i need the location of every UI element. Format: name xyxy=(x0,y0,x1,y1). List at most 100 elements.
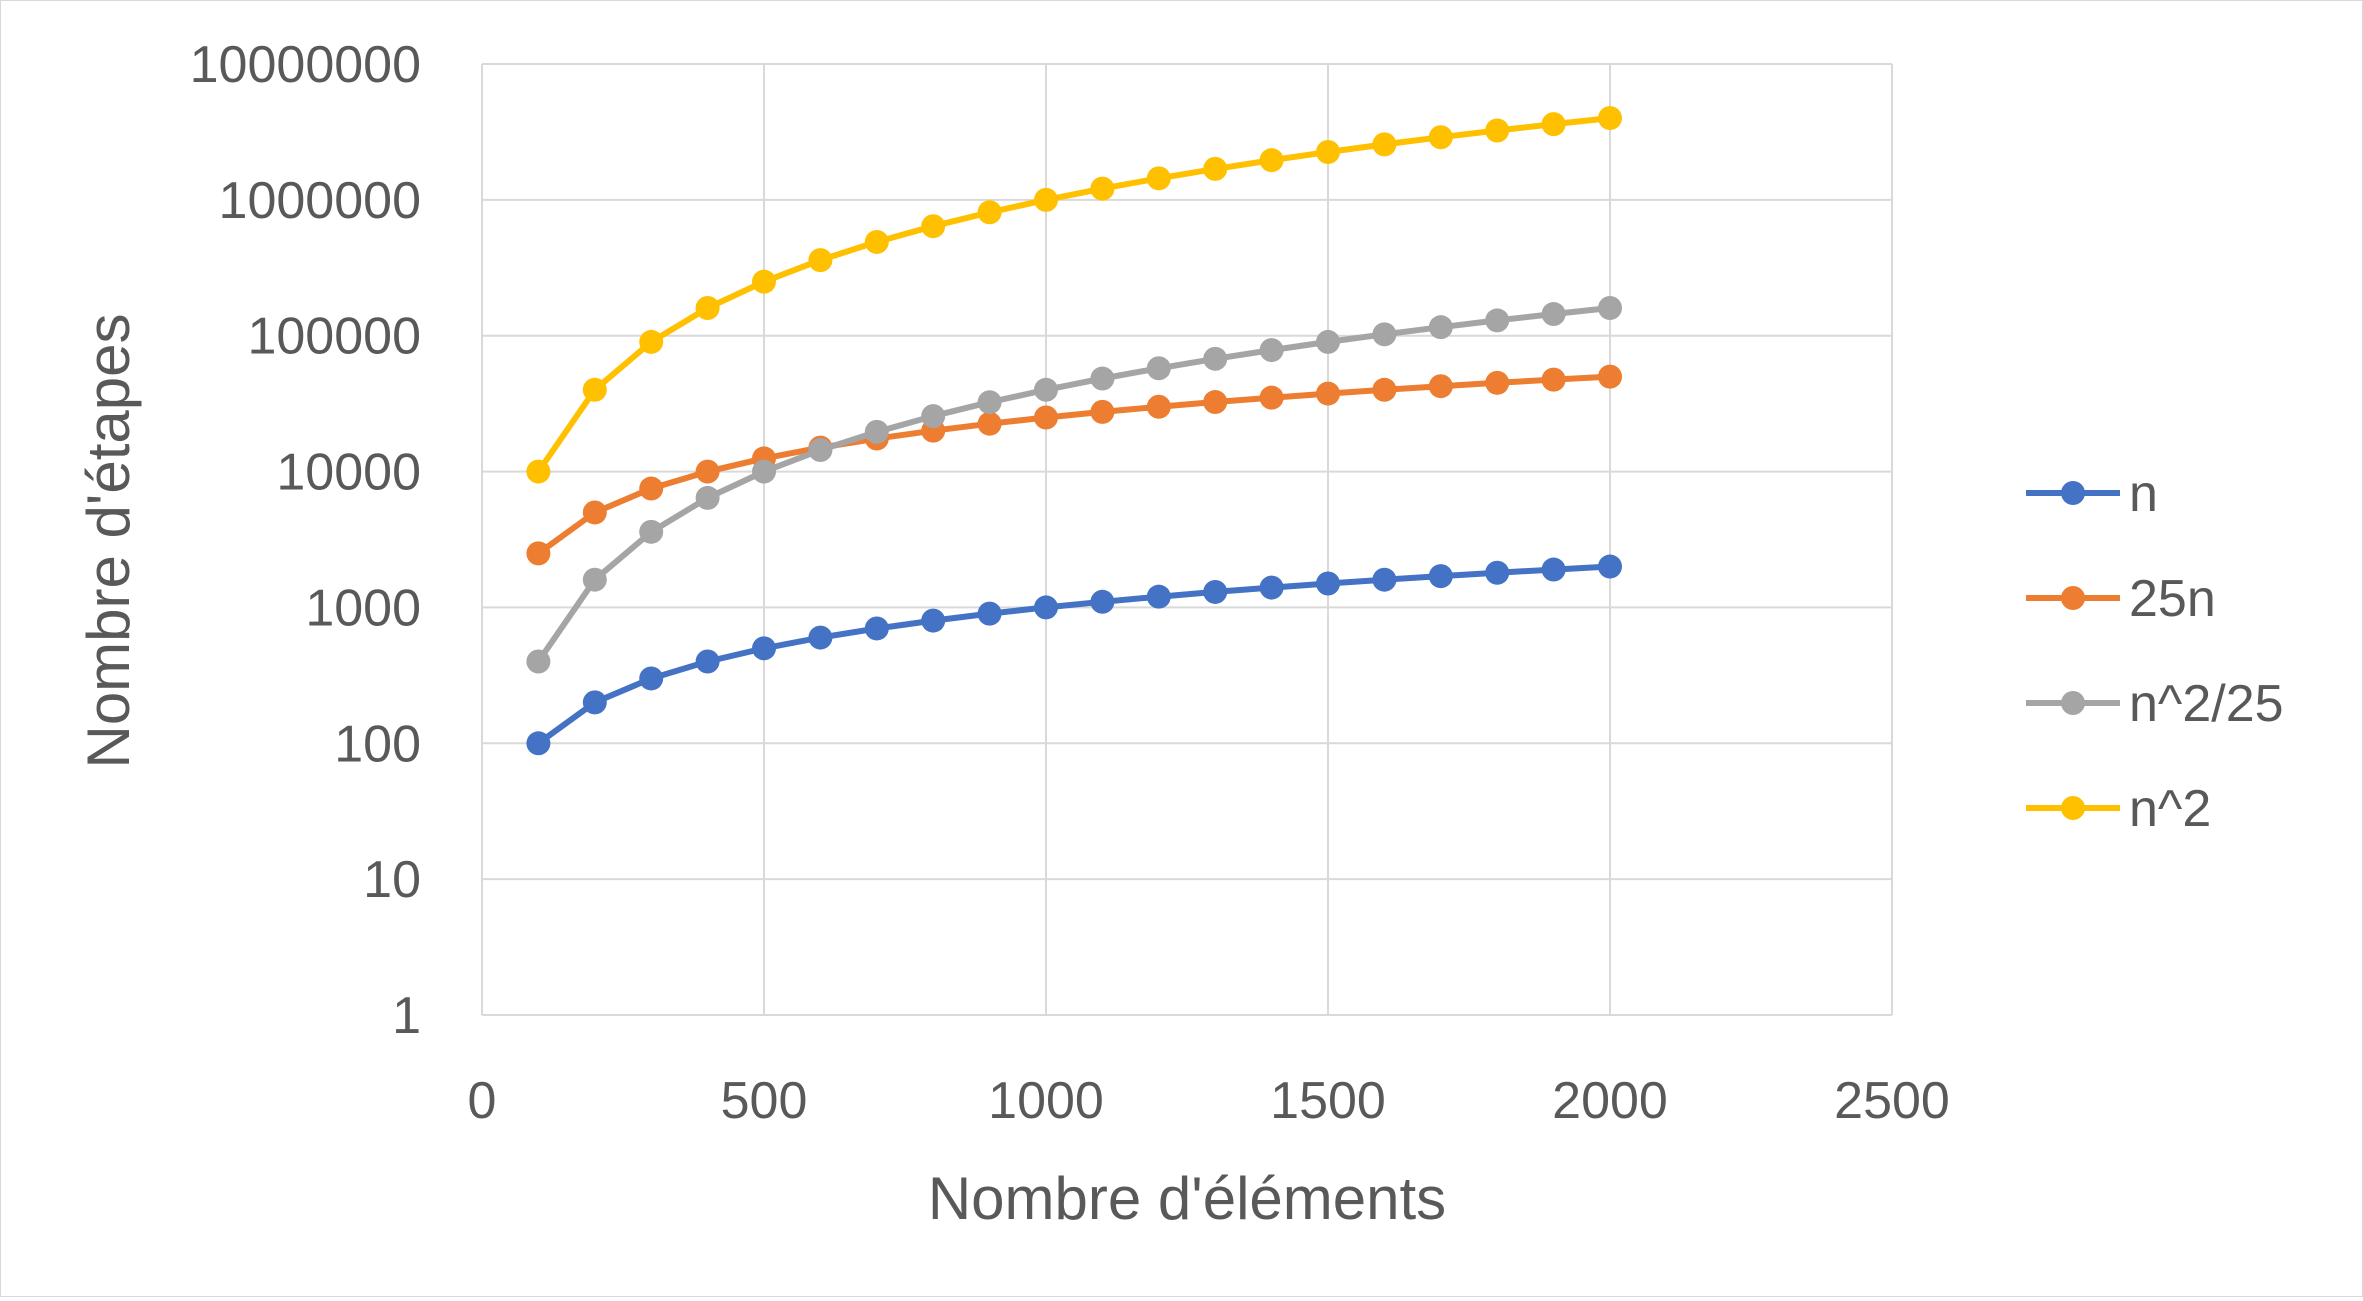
data-point xyxy=(582,377,607,402)
data-point xyxy=(1372,132,1397,157)
legend-swatch-marker xyxy=(2061,691,2085,715)
data-point xyxy=(526,459,551,484)
data-point xyxy=(526,731,551,756)
data-point xyxy=(864,229,889,254)
legend-item: n^2 xyxy=(2026,780,2211,838)
y-tick-label: 10000 xyxy=(276,444,421,502)
x-axis-title: Nombre d'éléments xyxy=(928,1165,1446,1232)
series-n^2/25 xyxy=(526,295,1622,674)
data-point xyxy=(1316,381,1340,406)
data-point xyxy=(808,625,833,650)
y-tick-label: 1 xyxy=(392,987,421,1045)
data-point xyxy=(1203,390,1228,415)
data-point xyxy=(1146,394,1171,419)
data-point xyxy=(808,438,833,463)
y-tick-label: 10000000 xyxy=(190,36,421,94)
data-point xyxy=(977,390,1002,415)
tick-labels: 1 10 100 1000 10000 100000 1000000 10000000 0 500… xyxy=(190,36,1950,1130)
data-point xyxy=(1541,367,1566,392)
data-point xyxy=(1372,567,1397,592)
data-point xyxy=(1428,374,1453,399)
data-point xyxy=(752,636,776,661)
data-point xyxy=(1090,589,1115,614)
data-point xyxy=(864,616,889,641)
data-point xyxy=(1034,405,1058,430)
series-line xyxy=(535,305,1611,664)
data-point xyxy=(1541,112,1566,137)
data-point xyxy=(1316,140,1340,165)
data-point xyxy=(1259,148,1284,173)
data-point xyxy=(1428,564,1453,589)
data-point xyxy=(526,649,551,674)
data-point xyxy=(1034,595,1058,620)
y-tick-label: 1000 xyxy=(305,579,421,637)
data-point xyxy=(1146,584,1171,609)
data-point xyxy=(1485,118,1510,143)
x-tick-label: 1500 xyxy=(1270,1072,1386,1130)
data-point xyxy=(1259,385,1284,410)
data-point xyxy=(1259,338,1284,363)
data-point xyxy=(1203,579,1228,604)
data-point xyxy=(1090,366,1115,391)
data-point xyxy=(977,411,1002,436)
data-point xyxy=(977,601,1002,626)
y-axis-title: Nombre d'étapes xyxy=(75,313,142,768)
data-point xyxy=(695,295,720,320)
data-point xyxy=(1541,557,1566,582)
data-point xyxy=(695,459,720,484)
data-point xyxy=(921,608,946,633)
data-point xyxy=(639,519,664,544)
series-25n xyxy=(526,364,1622,566)
x-tick-label: 0 xyxy=(468,1072,497,1130)
legend-swatch-marker xyxy=(2061,481,2085,505)
data-point xyxy=(1146,166,1171,191)
data-point xyxy=(1316,571,1340,596)
gridlines xyxy=(481,63,1893,1016)
legend-item: 25n xyxy=(2026,570,2216,628)
legend-item: n^2/25 xyxy=(2026,675,2284,733)
data-point xyxy=(752,269,776,294)
data-point xyxy=(1485,370,1510,395)
x-tick-label: 2500 xyxy=(1834,1072,1950,1130)
data-point xyxy=(582,567,607,592)
data-point xyxy=(1598,554,1622,579)
y-tick-label: 100000 xyxy=(247,308,421,366)
legend-label: 25n xyxy=(2129,570,2216,628)
data-point xyxy=(1485,560,1510,585)
data-point xyxy=(1203,156,1228,181)
data-point xyxy=(921,404,946,429)
data-point xyxy=(1541,302,1566,327)
series-n xyxy=(526,554,1622,756)
legend-swatch-marker xyxy=(2061,796,2085,820)
legend: n 25n n^2/25 n^2 xyxy=(2026,465,2284,838)
data-point xyxy=(639,329,664,354)
legend-item: n xyxy=(2026,465,2158,523)
data-point xyxy=(1598,295,1622,320)
legend-label: n^2 xyxy=(2129,780,2211,838)
series-lines xyxy=(526,106,1622,756)
data-point xyxy=(1372,377,1397,402)
data-point xyxy=(1034,187,1058,212)
data-point xyxy=(1146,356,1171,381)
data-point xyxy=(808,248,833,273)
data-point xyxy=(864,419,889,444)
data-point xyxy=(639,476,664,501)
x-tick-label: 2000 xyxy=(1552,1072,1668,1130)
data-point xyxy=(1598,364,1622,389)
data-point xyxy=(1203,346,1228,371)
data-point xyxy=(1372,322,1397,347)
legend-label: n xyxy=(2129,465,2158,523)
data-point xyxy=(639,666,664,691)
data-point xyxy=(695,485,720,510)
data-point xyxy=(752,459,776,484)
data-point xyxy=(695,649,720,674)
data-point xyxy=(582,500,607,525)
legend-label: n^2/25 xyxy=(2129,675,2284,733)
data-point xyxy=(582,690,607,715)
data-point xyxy=(977,200,1002,225)
data-point xyxy=(1428,125,1453,150)
data-point xyxy=(1090,176,1115,201)
series-n^2 xyxy=(526,106,1622,484)
